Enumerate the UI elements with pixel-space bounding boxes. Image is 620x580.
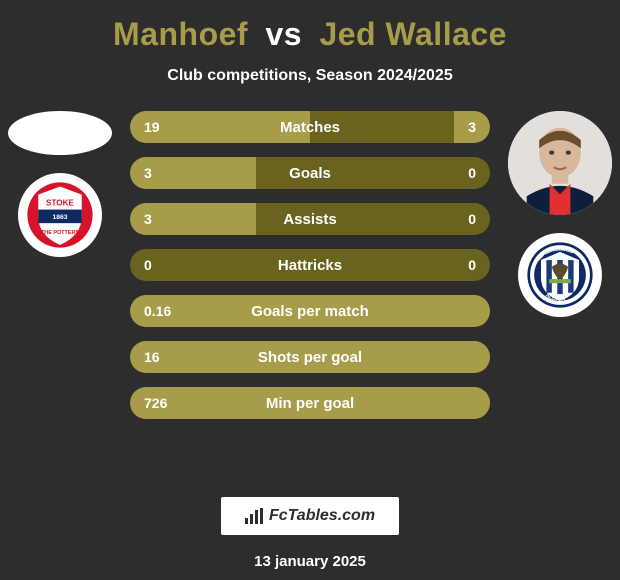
stat-value-left: 19 — [144, 119, 160, 135]
stat-bars: 19 3 Matches 3 0 Goals 3 0 Assists 0 0 Hattricks 0.1… — [130, 111, 490, 419]
stat-value-right: 0 — [468, 211, 476, 227]
svg-text:1863: 1863 — [52, 214, 67, 221]
stat-value-left: 0 — [144, 257, 152, 273]
stat-value-right: 0 — [468, 165, 476, 181]
branding-text: FcTables.com — [269, 507, 375, 525]
stat-label: Shots per goal — [258, 349, 362, 366]
player1-avatar-placeholder — [8, 111, 112, 155]
stat-label: Min per goal — [266, 395, 354, 412]
stat-row: 0.16 Goals per match — [130, 295, 490, 327]
body-area: STOKE 1863 THE POTTERS — [0, 111, 620, 489]
stat-value-left: 3 — [144, 211, 152, 227]
subtitle: Club competitions, Season 2024/2025 — [167, 67, 452, 85]
stat-label: Assists — [283, 211, 336, 228]
stat-value-right: 0 — [468, 257, 476, 273]
right-column: EST BROMWICH EST BROMWIC ALBION — [500, 111, 620, 317]
svg-text:STOKE: STOKE — [46, 198, 75, 207]
branding-bars-icon — [245, 508, 263, 524]
stat-row: 16 Shots per goal — [130, 341, 490, 373]
stat-label: Matches — [280, 119, 340, 136]
player2-club-crest: EST BROMWICH EST BROMWIC ALBION — [518, 233, 602, 317]
stat-value-right: 3 — [468, 119, 476, 135]
comparison-card: Manhoef vs Jed Wallace Club competitions… — [0, 0, 620, 580]
branding-badge: FcTables.com — [221, 497, 399, 535]
stat-value-left: 16 — [144, 349, 160, 365]
stat-value-left: 726 — [144, 395, 167, 411]
stat-row: 3 0 Goals — [130, 157, 490, 189]
stat-label: Goals — [289, 165, 331, 182]
title-player2: Jed Wallace — [319, 16, 507, 52]
date-text: 13 january 2025 — [254, 553, 366, 570]
stat-label: Goals per match — [251, 303, 369, 320]
svg-text:THE POTTERS: THE POTTERS — [41, 230, 79, 236]
stat-row: 19 3 Matches — [130, 111, 490, 143]
stat-row: 0 0 Hattricks — [130, 249, 490, 281]
stat-row: 3 0 Assists — [130, 203, 490, 235]
stat-row: 726 Min per goal — [130, 387, 490, 419]
left-column: STOKE 1863 THE POTTERS — [0, 111, 120, 257]
stat-label: Hattricks — [278, 257, 342, 274]
stat-value-left: 0.16 — [144, 303, 171, 319]
player2-avatar — [508, 111, 612, 215]
stat-value-left: 3 — [144, 165, 152, 181]
page-title: Manhoef vs Jed Wallace — [113, 16, 507, 53]
title-vs: vs — [265, 16, 302, 52]
player1-club-crest: STOKE 1863 THE POTTERS — [18, 173, 102, 257]
title-player1: Manhoef — [113, 16, 248, 52]
